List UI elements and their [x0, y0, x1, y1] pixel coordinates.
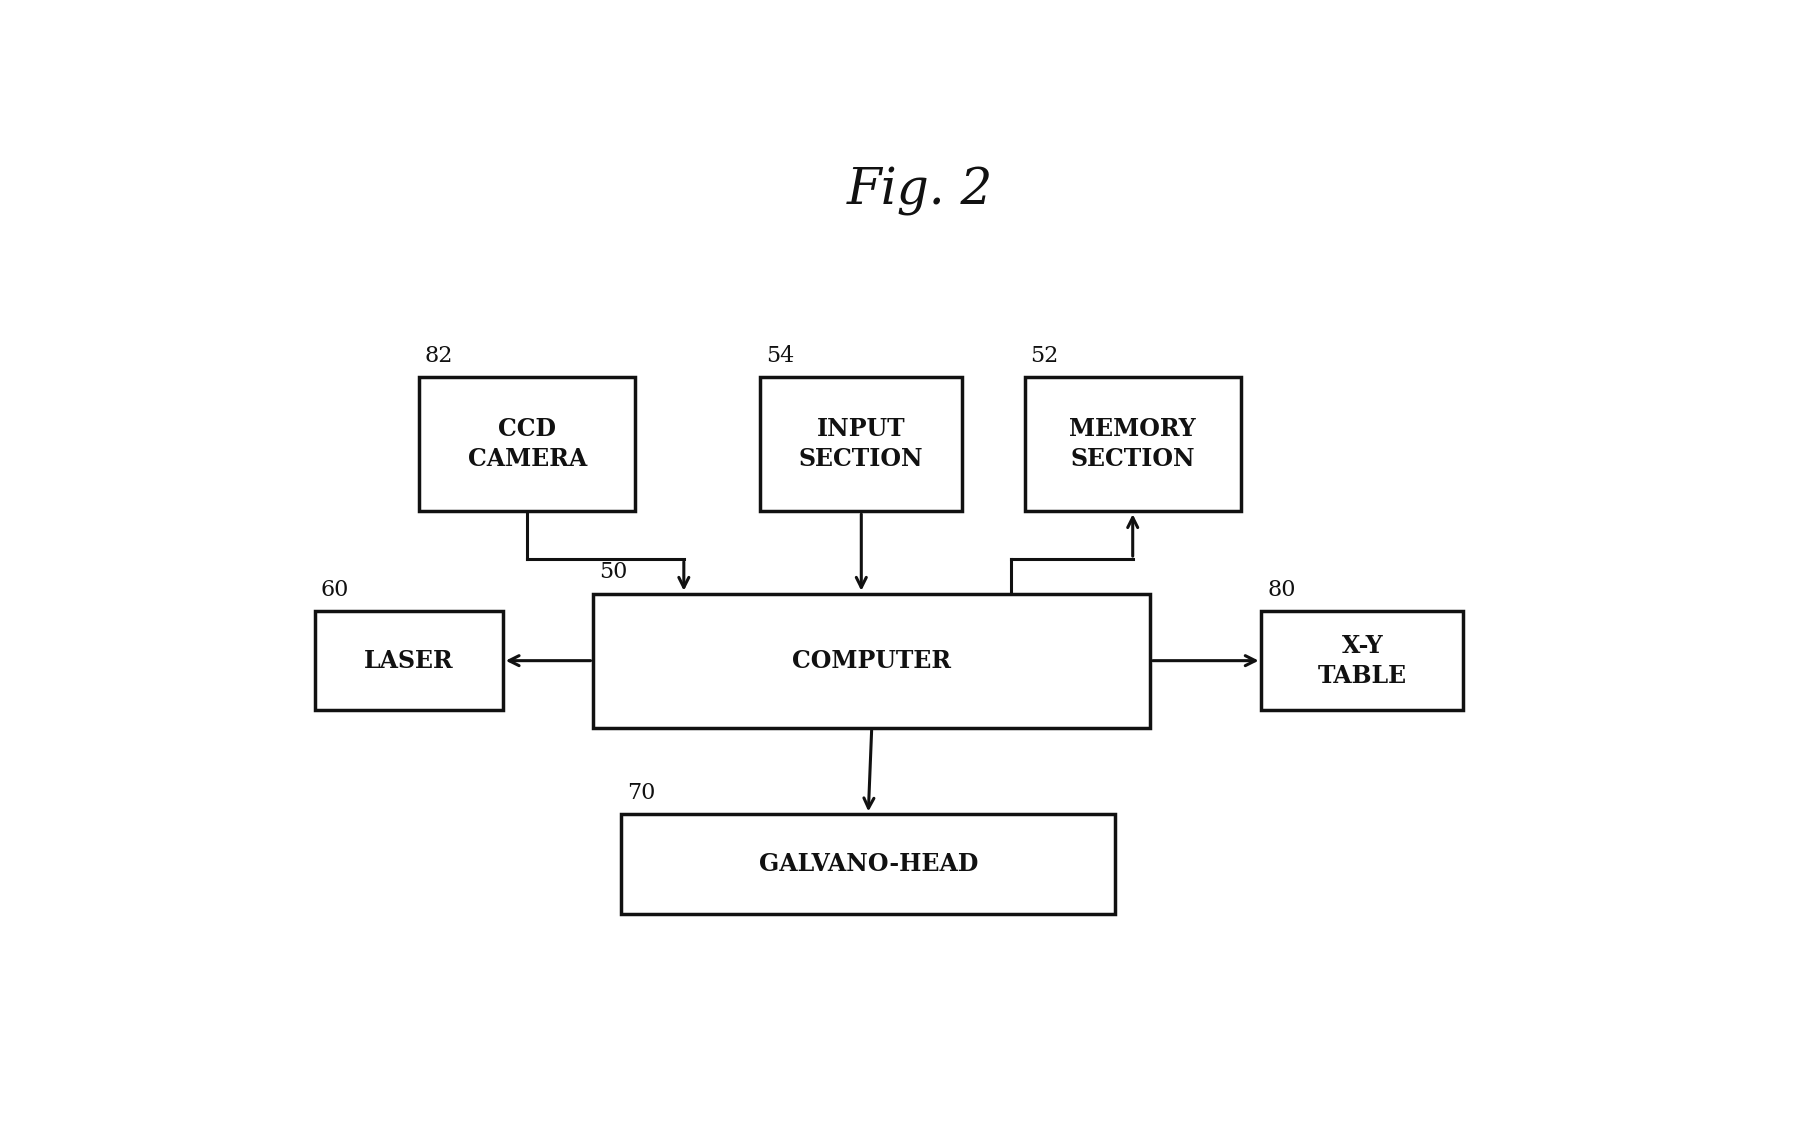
- Text: 82: 82: [426, 345, 453, 366]
- Text: 50: 50: [598, 561, 627, 583]
- Bar: [621, 814, 1115, 914]
- Text: 70: 70: [627, 782, 656, 804]
- Text: 54: 54: [765, 345, 794, 366]
- Text: GALVANO-HEAD: GALVANO-HEAD: [758, 852, 979, 876]
- Text: MEMORY
SECTION: MEMORY SECTION: [1069, 417, 1196, 471]
- Bar: [1261, 611, 1464, 710]
- Bar: [314, 611, 503, 710]
- Text: 80: 80: [1266, 579, 1295, 600]
- Text: 52: 52: [1031, 345, 1058, 366]
- Text: INPUT
SECTION: INPUT SECTION: [799, 417, 923, 471]
- Text: CCD
CAMERA: CCD CAMERA: [467, 417, 587, 471]
- Text: Fig. 2: Fig. 2: [848, 166, 993, 216]
- Text: X-Y
TABLE: X-Y TABLE: [1318, 634, 1406, 688]
- Bar: [760, 378, 963, 511]
- Bar: [1026, 378, 1241, 511]
- Text: 60: 60: [320, 579, 348, 600]
- Text: COMPUTER: COMPUTER: [792, 649, 952, 672]
- Text: LASER: LASER: [365, 649, 454, 672]
- Bar: [420, 378, 636, 511]
- Bar: [593, 593, 1149, 727]
